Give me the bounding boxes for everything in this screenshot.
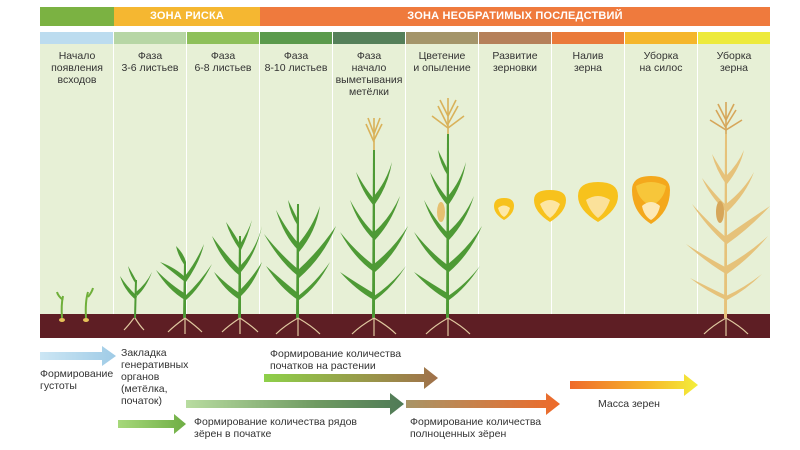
column-divider [259, 44, 260, 314]
stage-label-tasseling: Фаза начало выметывания метёлки [335, 50, 403, 98]
tassel-icon [431, 98, 465, 134]
stage-label-kernel-development: Развитие зерновки [492, 50, 538, 74]
stage-label-emergence: Начало появления всходов [51, 50, 103, 86]
label-full-grains: Формирование количества полноценных зёре… [410, 416, 542, 440]
arrow-grain-mass-icon [570, 374, 698, 396]
column-divider [697, 44, 698, 314]
stage-strip-6 [406, 32, 478, 44]
stage-label-silage-harvest: Уборка на силос [639, 50, 683, 74]
stage-strip-3 [187, 32, 259, 44]
arrow-rows-count-icon [186, 393, 404, 415]
corn-plant-young-tall-icon [212, 220, 262, 334]
kernel-silage-icon [632, 176, 670, 224]
kernel-developing-icon [534, 190, 566, 222]
kernel-filling-icon [578, 182, 618, 222]
stage-label-6-8-leaves: Фаза 6-8 листьев [194, 50, 252, 74]
arrow-ears-count-icon [264, 367, 438, 389]
stage-strip-10 [698, 32, 770, 44]
column-divider [405, 44, 406, 314]
stage-label-grain-harvest: Уборка зерна [716, 50, 752, 74]
column-divider [113, 44, 114, 314]
stage-label-flowering: Цветение и опыление [413, 50, 471, 74]
zone-risk-bar: ЗОНА РИСКА [114, 7, 260, 26]
corn-seedling-icon [120, 266, 152, 331]
stage-strip-8 [552, 32, 624, 44]
stage-label-grain-filling: Налив зерна [572, 50, 604, 74]
stage-label-8-10-leaves: Фаза 8-10 листьев [264, 50, 328, 74]
arrow-full-grains-icon [406, 393, 560, 415]
corn-plant-dry-icon [686, 134, 770, 336]
label-rows-count: Формирование количества рядов зёрен в по… [194, 416, 357, 440]
label-grain-mass: Масса зерен [598, 398, 660, 410]
corn-plant-tasseling-icon [340, 150, 408, 336]
corn-plant-young-icon [156, 244, 212, 334]
label-ears-count: Формирование количества початков на раст… [270, 348, 402, 372]
stage-strip-7 [479, 32, 551, 44]
label-density: Формирование густоты [40, 368, 114, 392]
column-divider [186, 44, 187, 314]
stage-strip-1 [40, 32, 113, 44]
stage-strip-5 [333, 32, 405, 44]
zone-irreversible-bar: ЗОНА НЕОБРАТИМЫХ ПОСЛЕДСТВИЙ [260, 7, 770, 26]
soil-band [40, 314, 770, 338]
column-divider [332, 44, 333, 314]
tassel-icon [709, 102, 743, 134]
arrow-generative-icon [118, 414, 186, 434]
stage-strip-4 [260, 32, 332, 44]
kernel-early-icon [494, 198, 514, 220]
zone-start-bar [40, 7, 114, 26]
label-generative-organs: Закладка генеративных органов (метёлка, … [121, 347, 189, 407]
corn-plant-8-10-leaves-icon [264, 200, 336, 336]
tassel-icon [365, 117, 383, 150]
corn-sprout-icon [56, 287, 94, 322]
column-divider [478, 44, 479, 314]
arrow-density-icon [40, 346, 116, 366]
stage-label-3-6-leaves: Фаза 3-6 листьев [121, 50, 179, 74]
stage-strip-9 [625, 32, 697, 44]
dry-corn-ear-icon [716, 201, 724, 223]
column-divider [551, 44, 552, 314]
stage-strip-2 [114, 32, 186, 44]
corn-ear-icon [437, 202, 445, 222]
corn-plant-flowering-icon [414, 134, 482, 336]
column-divider [624, 44, 625, 314]
